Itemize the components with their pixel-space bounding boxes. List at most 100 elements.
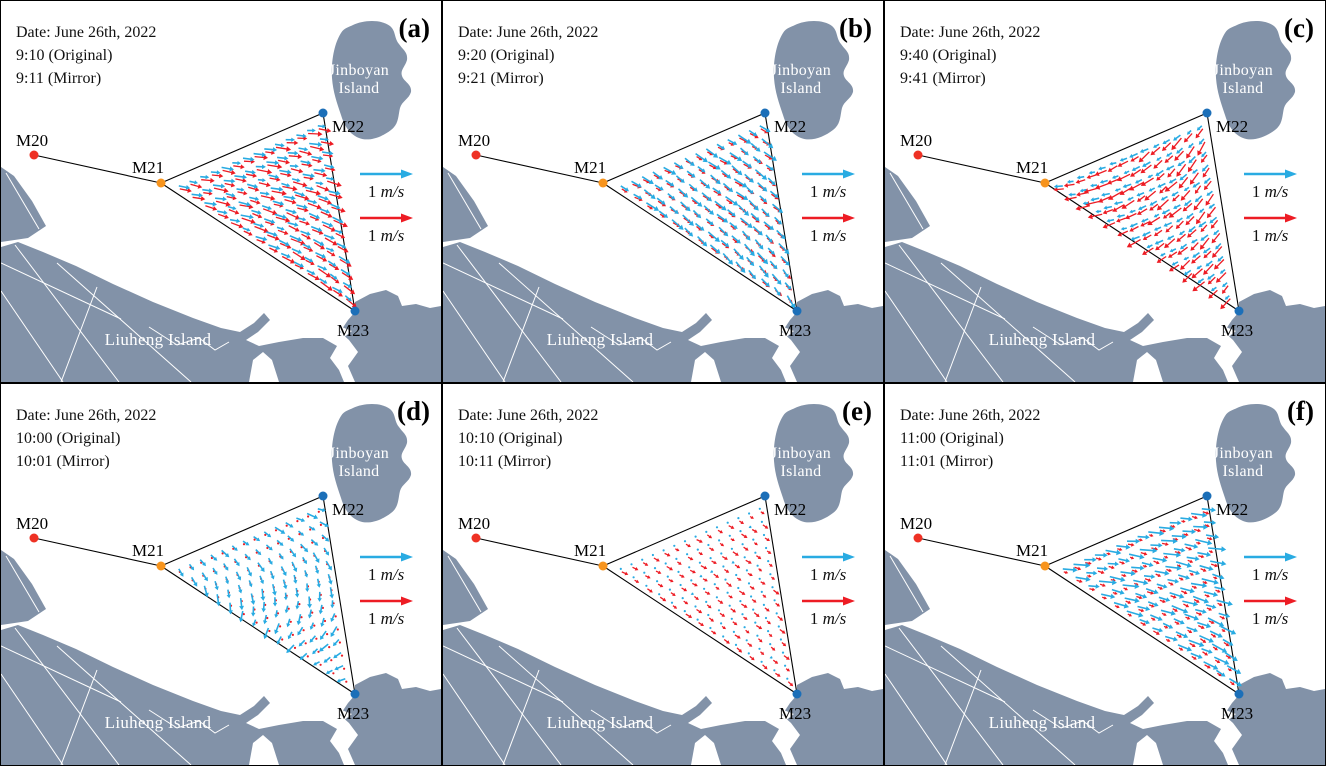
station-label-m23: M23 [1221, 704, 1254, 723]
legend-value-mirror: 1 [367, 609, 377, 628]
station-dot-m20 [913, 533, 923, 543]
station-label-m21: M21 [574, 158, 607, 177]
station-label-m21: M21 [1016, 158, 1049, 177]
liuheng-island-label: Liuheng Island [546, 713, 654, 732]
time-original-text: 9:20 (Original) [458, 47, 555, 64]
station-label-m21: M21 [574, 541, 607, 560]
legend-label-mirror: 1 m/s [796, 609, 860, 629]
station-label-m22: M22 [1216, 500, 1249, 519]
land-shapes [443, 404, 883, 765]
legend-value-original: 1 [1251, 182, 1261, 201]
station-dot-m23 [792, 306, 802, 316]
legend-unit-mirror: m/s [380, 226, 405, 245]
vector-field-original [1062, 507, 1242, 687]
legend-unit-mirror: m/s [1264, 609, 1289, 628]
time-original-text: 9:40 (Original) [900, 47, 997, 64]
panel-a: Date: June 26th, 2022 9:10 (Original) 9:… [1, 1, 441, 382]
velocity-scale-legend: 1 m/s 1 m/s [796, 550, 860, 638]
time-original-text: 10:10 (Original) [458, 430, 563, 447]
station-label-m21: M21 [132, 158, 165, 177]
velocity-scale-legend: 1 m/s 1 m/s [796, 167, 860, 255]
station-dot-m23 [350, 306, 360, 316]
legend-unit-original: m/s [380, 565, 405, 584]
road-lines [885, 555, 1114, 765]
land-shapes [885, 404, 1325, 765]
station-dot-m21 [1040, 561, 1050, 571]
panel-info: Date: June 26th, 2022 11:00 (Original) 1… [900, 404, 1040, 473]
jinboyan-island-label: Jinboyan Island [319, 445, 399, 481]
panel-info: Date: June 26th, 2022 9:40 (Original) 9:… [900, 21, 1040, 90]
date-text: Date: June 26th, 2022 [16, 24, 157, 41]
time-original-text: 10:00 (Original) [16, 430, 121, 447]
map-canvas [1, 404, 441, 765]
station-dot-m22 [760, 491, 770, 501]
station-label-m20: M20 [16, 514, 49, 533]
land-shapes [885, 21, 1325, 382]
station-dot-m21 [1040, 178, 1050, 188]
legend-value-original: 1 [809, 182, 819, 201]
map-canvas [885, 21, 1325, 382]
legend-label-mirror: 1 m/s [354, 226, 418, 246]
liuheng-island-label: Liuheng Island [988, 713, 1096, 732]
station-label-m22: M22 [332, 500, 365, 519]
station-label-m23: M23 [337, 321, 370, 340]
station-dots [29, 108, 360, 316]
station-dot-m20 [913, 150, 923, 160]
legend-value-mirror: 1 [809, 609, 819, 628]
land-shapes [1, 404, 441, 765]
legend-value-mirror: 1 [1251, 226, 1261, 245]
liuheng-island-label: Liuheng Island [104, 330, 212, 349]
legend-label-mirror: 1 m/s [1238, 609, 1302, 629]
vector-field-mirror [1053, 128, 1231, 310]
jinboyan-line1: Jinboyan [770, 62, 832, 79]
survey-triangle [475, 495, 798, 695]
jinboyan-island-label: Jinboyan Island [319, 62, 399, 98]
jinboyan-line2: Island [1222, 80, 1264, 97]
station-label-m22: M22 [1216, 117, 1249, 136]
legend-value-mirror: 1 [367, 226, 377, 245]
station-label-m20: M20 [900, 514, 933, 533]
velocity-scale-legend: 1 m/s 1 m/s [354, 550, 418, 638]
jinboyan-island-label: Jinboyan Island [761, 62, 841, 98]
vector-field-original [1053, 125, 1230, 300]
vector-field-mirror [621, 511, 794, 687]
legend-label-mirror: 1 m/s [354, 609, 418, 629]
original-arrow-icon [802, 169, 855, 179]
survey-triangle [917, 112, 1240, 312]
station-dot-m22 [760, 108, 770, 118]
velocity-scale-legend: 1 m/s 1 m/s [354, 167, 418, 255]
jinboyan-line2: Island [338, 80, 380, 97]
station-label-m23: M23 [779, 321, 812, 340]
legend-value-original: 1 [367, 182, 377, 201]
panel-letter: (e) [842, 396, 872, 426]
station-dot-m23 [350, 689, 360, 699]
panel-letter: (b) [839, 13, 872, 43]
liuheng-island-label: Liuheng Island [988, 330, 1096, 349]
date-text: Date: June 26th, 2022 [900, 24, 1041, 41]
land-shapes [1, 21, 441, 382]
map-canvas [443, 21, 883, 382]
station-dots [471, 108, 802, 316]
panel-f: Date: June 26th, 2022 11:00 (Original) 1… [885, 384, 1325, 765]
jinboyan-line2: Island [338, 463, 380, 480]
panel-b: Date: June 26th, 2022 9:20 (Original) 9:… [443, 1, 883, 382]
station-dots [29, 491, 360, 699]
panel-info: Date: June 26th, 2022 10:00 (Original) 1… [16, 404, 156, 473]
map-canvas [443, 404, 883, 765]
legend-label-original: 1 m/s [1238, 182, 1302, 202]
panel-info: Date: June 26th, 2022 9:20 (Original) 9:… [458, 21, 598, 90]
panel-letter: (a) [398, 13, 430, 43]
date-text: Date: June 26th, 2022 [900, 407, 1041, 424]
mirror-arrow-icon [360, 213, 413, 223]
map-canvas [885, 404, 1325, 765]
station-label-m22: M22 [774, 117, 807, 136]
panel-d: Date: June 26th, 2022 10:00 (Original) 1… [1, 384, 441, 765]
vector-field-original [619, 507, 789, 680]
panel-e: Date: June 26th, 2022 10:10 (Original) 1… [443, 384, 883, 765]
vector-field-original [178, 124, 352, 302]
legend-unit-mirror: m/s [380, 609, 405, 628]
station-label-m23: M23 [1221, 321, 1254, 340]
legend-label-original: 1 m/s [796, 565, 860, 585]
station-dot-m23 [1234, 689, 1244, 699]
